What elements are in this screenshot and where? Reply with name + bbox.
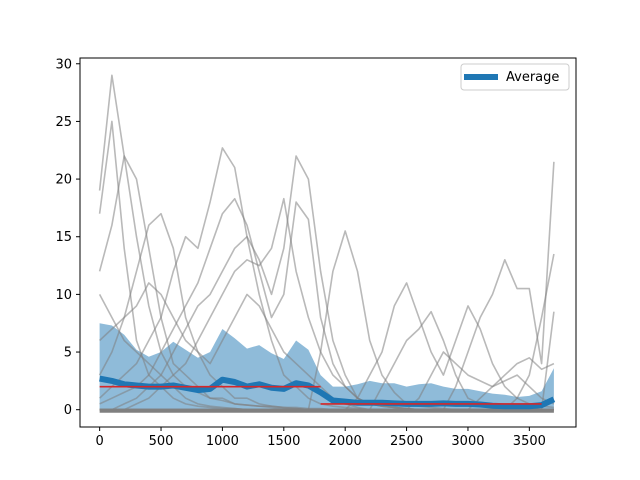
y-tick-label: 30: [55, 57, 72, 72]
plot-frame: [79, 57, 577, 428]
y-tick-label: 5: [64, 346, 72, 361]
segment-lines: [99, 385, 542, 405]
y-tick-label: 15: [55, 230, 72, 245]
x-tick-label: 1000: [206, 434, 239, 449]
x-tick-label: 3000: [451, 434, 484, 449]
legend-box: [460, 63, 570, 91]
x-axis: 0 500 1000 1500 2000 2500 3000 3500: [96, 427, 546, 449]
y-tick-label: 10: [55, 288, 72, 303]
x-tick-label: 2500: [390, 434, 423, 449]
individual-series: [98, 74, 555, 413]
x-tick-label: 1500: [267, 434, 300, 449]
x-tick-label: 2000: [329, 434, 362, 449]
y-axis: 0 5 10 15 20 25 30: [55, 57, 80, 418]
legend: Average: [460, 63, 570, 91]
legend-label-average: Average: [506, 70, 559, 85]
x-tick-label: 0: [96, 434, 104, 449]
x-tick-label: 500: [149, 434, 174, 449]
y-tick-label: 25: [55, 115, 72, 130]
y-tick-label: 20: [55, 173, 72, 188]
y-tick-label: 0: [64, 403, 72, 418]
x-tick-label: 3500: [513, 434, 546, 449]
